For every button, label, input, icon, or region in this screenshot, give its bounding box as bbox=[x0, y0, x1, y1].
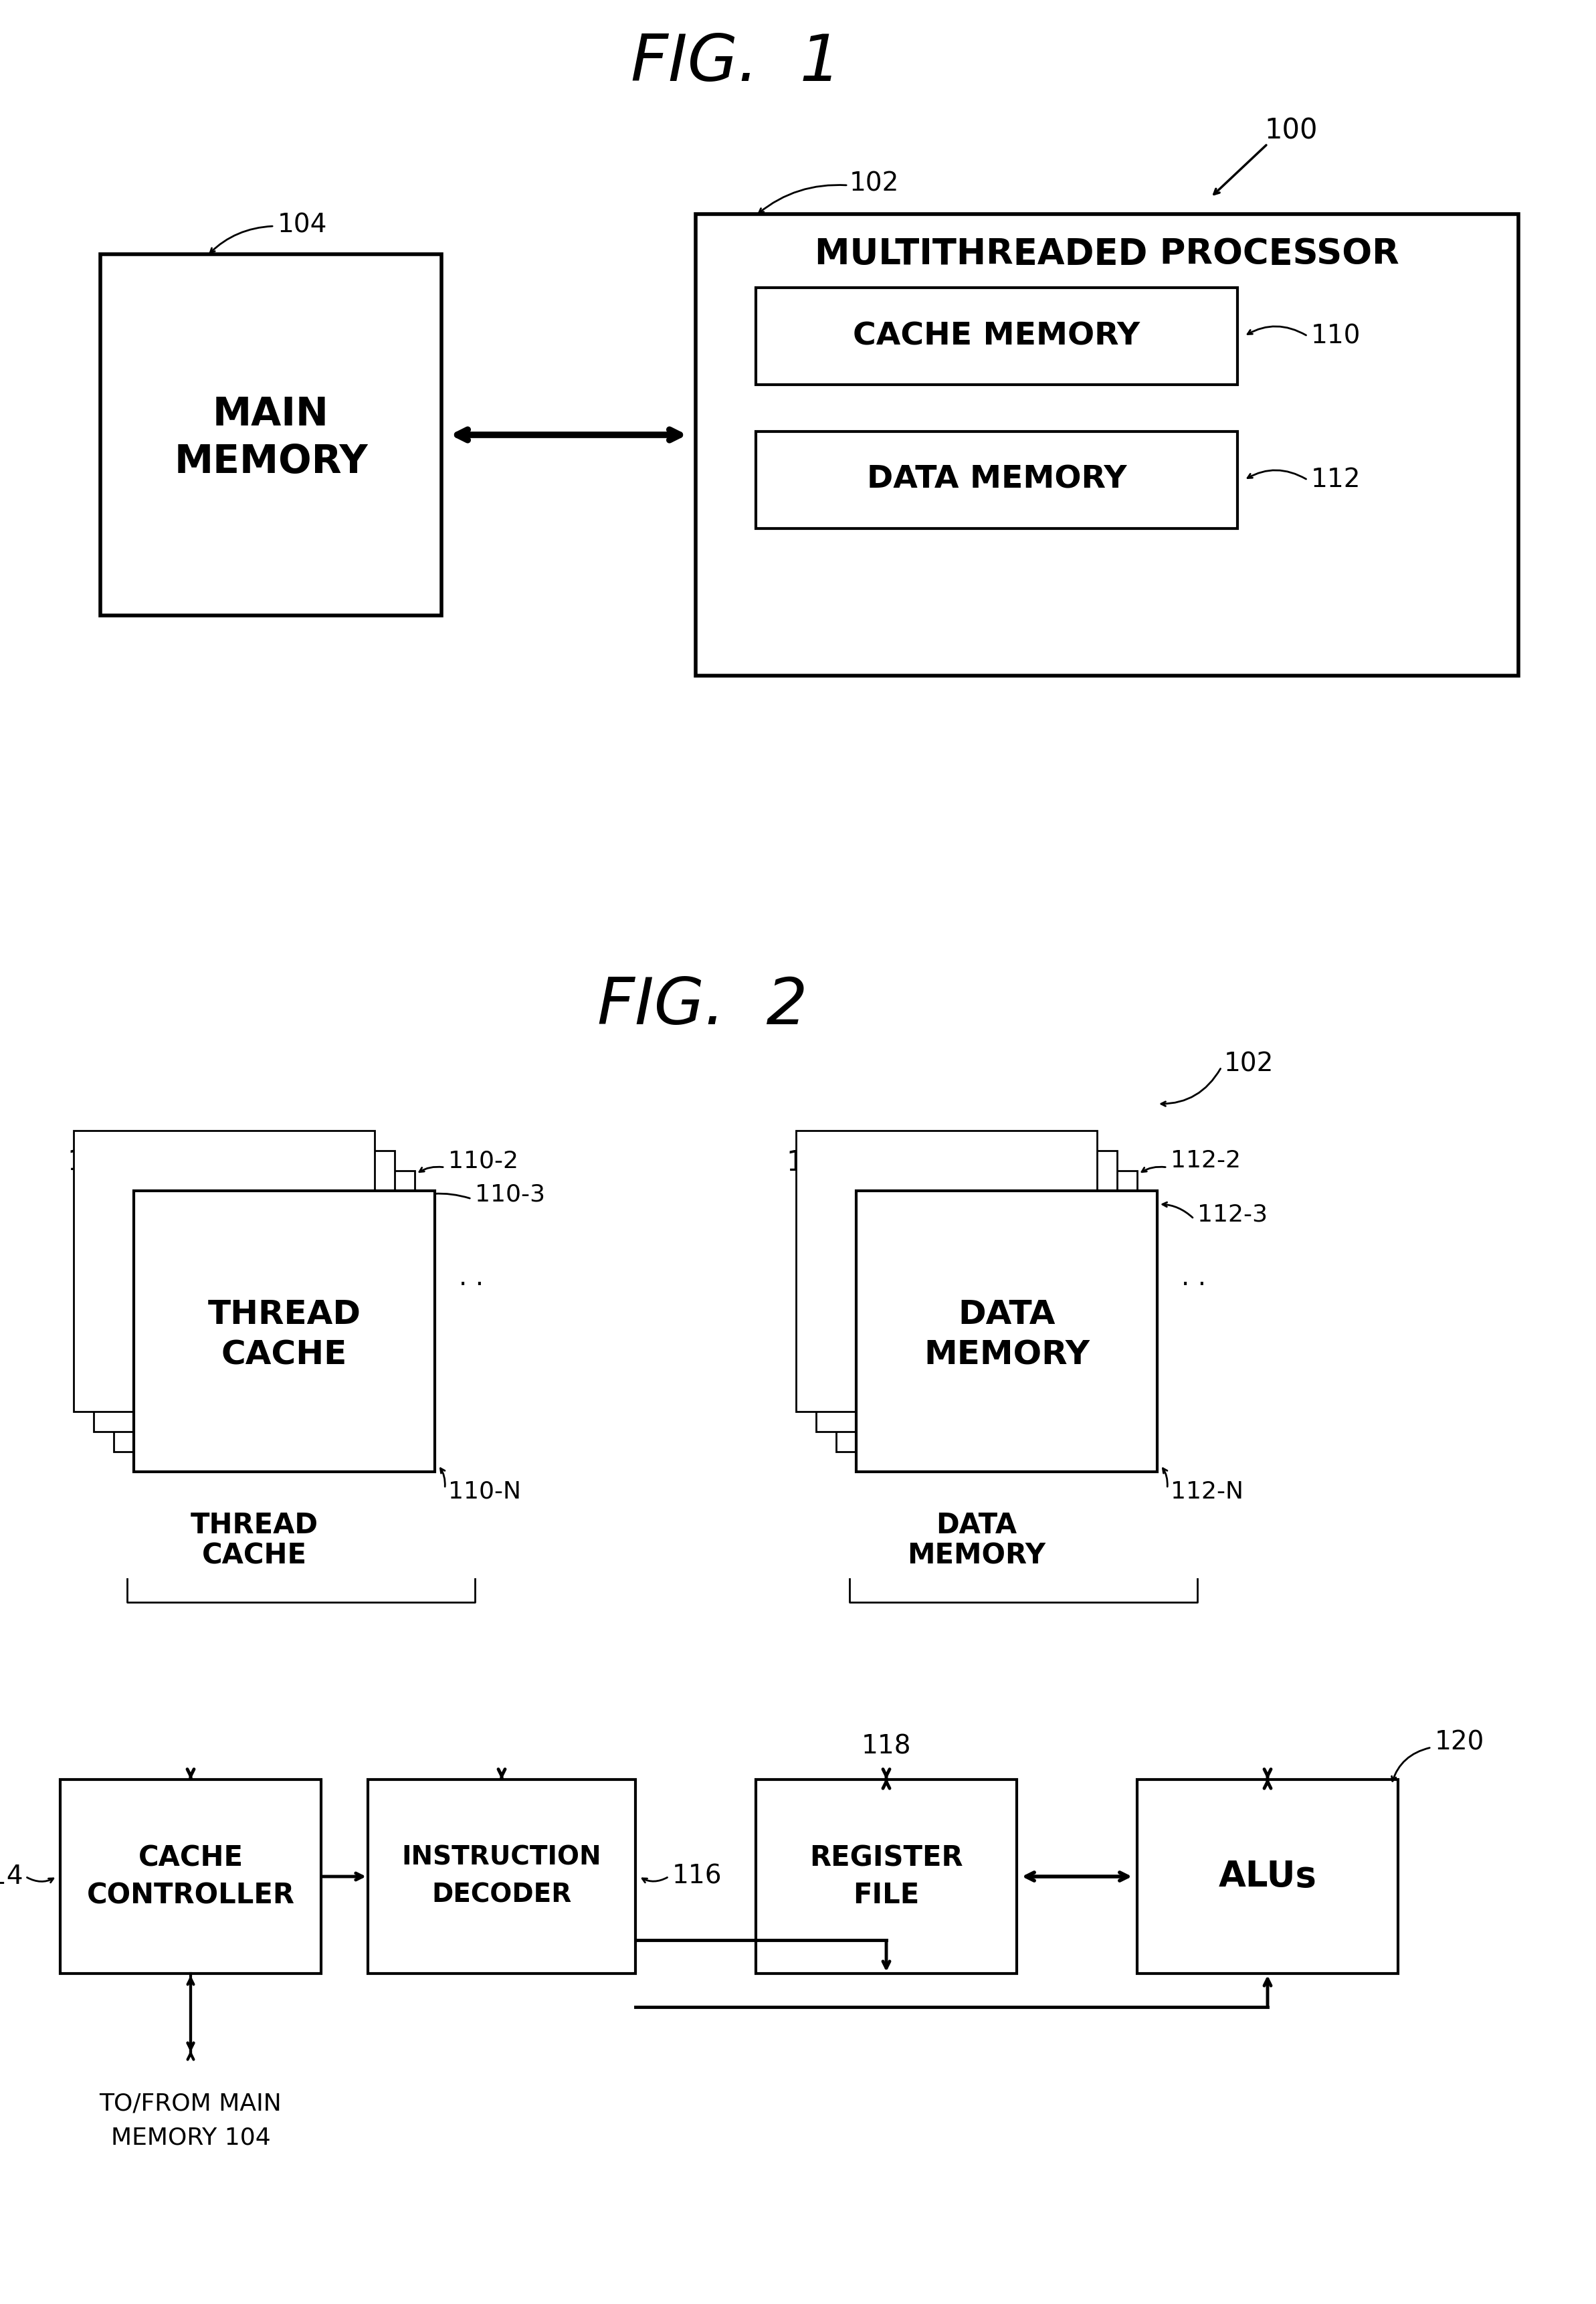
Text: 104: 104 bbox=[278, 212, 327, 237]
Text: CACHE MEMORY: CACHE MEMORY bbox=[854, 320, 1140, 350]
Bar bbox=[101, 253, 442, 615]
Text: DATA MEMORY: DATA MEMORY bbox=[867, 465, 1127, 495]
Text: DATA: DATA bbox=[958, 1299, 1055, 1332]
Bar bbox=[757, 288, 1237, 385]
Bar bbox=[73, 1131, 375, 1412]
Bar bbox=[696, 214, 1518, 675]
Text: 120: 120 bbox=[1435, 1730, 1484, 1756]
Bar bbox=[816, 1150, 1117, 1431]
Text: 112-N: 112-N bbox=[1170, 1481, 1243, 1502]
Text: FIG.  2: FIG. 2 bbox=[597, 975, 808, 1037]
Text: 116: 116 bbox=[672, 1864, 721, 1889]
Text: FILE: FILE bbox=[854, 1880, 919, 1910]
Text: 110-N: 110-N bbox=[448, 1481, 520, 1502]
Text: 114: 114 bbox=[0, 1864, 24, 1889]
Text: 100: 100 bbox=[1264, 118, 1317, 145]
Bar bbox=[61, 1779, 321, 1975]
Text: 110-3: 110-3 bbox=[476, 1182, 546, 1205]
Bar bbox=[369, 1779, 635, 1975]
Bar bbox=[134, 1191, 434, 1472]
Bar bbox=[757, 1779, 1017, 1975]
Bar bbox=[855, 1191, 1157, 1472]
Text: MEMORY: MEMORY bbox=[174, 442, 367, 482]
Text: MULTITHREADED PROCESSOR: MULTITHREADED PROCESSOR bbox=[816, 237, 1400, 272]
Text: CACHE: CACHE bbox=[222, 1339, 348, 1371]
Bar bbox=[796, 1131, 1096, 1412]
Text: . .: . . bbox=[460, 1265, 484, 1290]
Text: . .: . . bbox=[1181, 1265, 1207, 1290]
Text: 118: 118 bbox=[862, 1733, 911, 1758]
Text: DECODER: DECODER bbox=[431, 1882, 571, 1908]
Text: THREAD: THREAD bbox=[207, 1299, 361, 1332]
Bar bbox=[757, 431, 1237, 528]
Text: 112-3: 112-3 bbox=[1197, 1203, 1267, 1226]
Text: 112-2: 112-2 bbox=[1170, 1150, 1240, 1173]
Text: REGISTER: REGISTER bbox=[809, 1843, 962, 1871]
Bar bbox=[113, 1170, 415, 1452]
Text: INSTRUCTION: INSTRUCTION bbox=[402, 1846, 602, 1871]
Text: 110: 110 bbox=[67, 1150, 120, 1177]
Text: 112-1: 112-1 bbox=[910, 1134, 980, 1154]
Text: THREAD: THREAD bbox=[190, 1511, 318, 1539]
Text: MAIN: MAIN bbox=[212, 396, 329, 433]
Text: 110-1: 110-1 bbox=[195, 1134, 265, 1154]
Text: DATA: DATA bbox=[937, 1511, 1017, 1539]
Text: MEMORY 104: MEMORY 104 bbox=[110, 2127, 270, 2150]
Bar bbox=[94, 1150, 394, 1431]
Text: TO/FROM MAIN: TO/FROM MAIN bbox=[99, 2092, 282, 2115]
Text: 102: 102 bbox=[1224, 1051, 1274, 1076]
Bar bbox=[836, 1170, 1136, 1452]
Bar bbox=[1136, 1779, 1398, 1975]
Text: CONTROLLER: CONTROLLER bbox=[86, 1880, 295, 1910]
Text: 112: 112 bbox=[1310, 468, 1361, 493]
Text: 112: 112 bbox=[785, 1150, 839, 1177]
Text: ALUs: ALUs bbox=[1218, 1859, 1317, 1894]
Text: MEMORY: MEMORY bbox=[908, 1541, 1045, 1569]
Text: 110-2: 110-2 bbox=[448, 1150, 519, 1173]
Text: FIG.  1: FIG. 1 bbox=[630, 32, 841, 94]
Text: 110: 110 bbox=[1310, 323, 1361, 348]
Text: CACHE: CACHE bbox=[201, 1541, 306, 1569]
Text: MEMORY: MEMORY bbox=[924, 1339, 1090, 1371]
Text: CACHE: CACHE bbox=[139, 1843, 243, 1871]
Text: 102: 102 bbox=[849, 170, 899, 196]
